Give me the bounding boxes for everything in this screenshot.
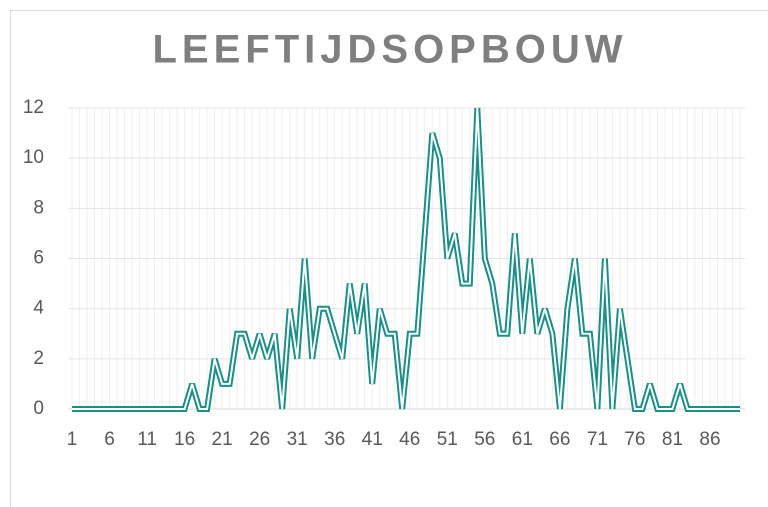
x-tick-label: 46 bbox=[399, 429, 420, 450]
x-tick-label: 81 bbox=[662, 429, 683, 450]
chart-title: LEEFTIJDSOPBOUW bbox=[152, 28, 627, 72]
y-tick-label: 8 bbox=[33, 197, 44, 218]
x-tick-label: 26 bbox=[249, 429, 270, 450]
x-tick-label: 86 bbox=[699, 429, 720, 450]
x-tick-label: 51 bbox=[437, 429, 458, 450]
x-tick-label: 1 bbox=[67, 429, 78, 450]
x-tick-label: 66 bbox=[549, 429, 570, 450]
series-line-inner bbox=[72, 107, 740, 410]
y-tick-label: 6 bbox=[33, 248, 44, 269]
x-tick-label: 11 bbox=[137, 429, 157, 450]
y-tick-label: 12 bbox=[23, 97, 44, 118]
y-tick-label: 10 bbox=[23, 147, 44, 168]
x-tick-label: 36 bbox=[324, 429, 345, 450]
y-tick-label: 2 bbox=[33, 348, 44, 369]
x-tick-label: 61 bbox=[512, 429, 533, 450]
x-tick-label: 41 bbox=[362, 429, 383, 450]
x-tick-label: 16 bbox=[174, 429, 195, 450]
y-tick-label: 4 bbox=[33, 298, 44, 319]
x-tick-label: 31 bbox=[287, 429, 308, 450]
x-tick-label: 76 bbox=[624, 429, 645, 450]
x-tick-label: 56 bbox=[474, 429, 495, 450]
x-tick-label: 21 bbox=[212, 429, 233, 450]
y-tick-label: 0 bbox=[33, 398, 44, 419]
x-tick-label: 6 bbox=[104, 429, 115, 450]
x-tick-label: 71 bbox=[587, 429, 608, 450]
